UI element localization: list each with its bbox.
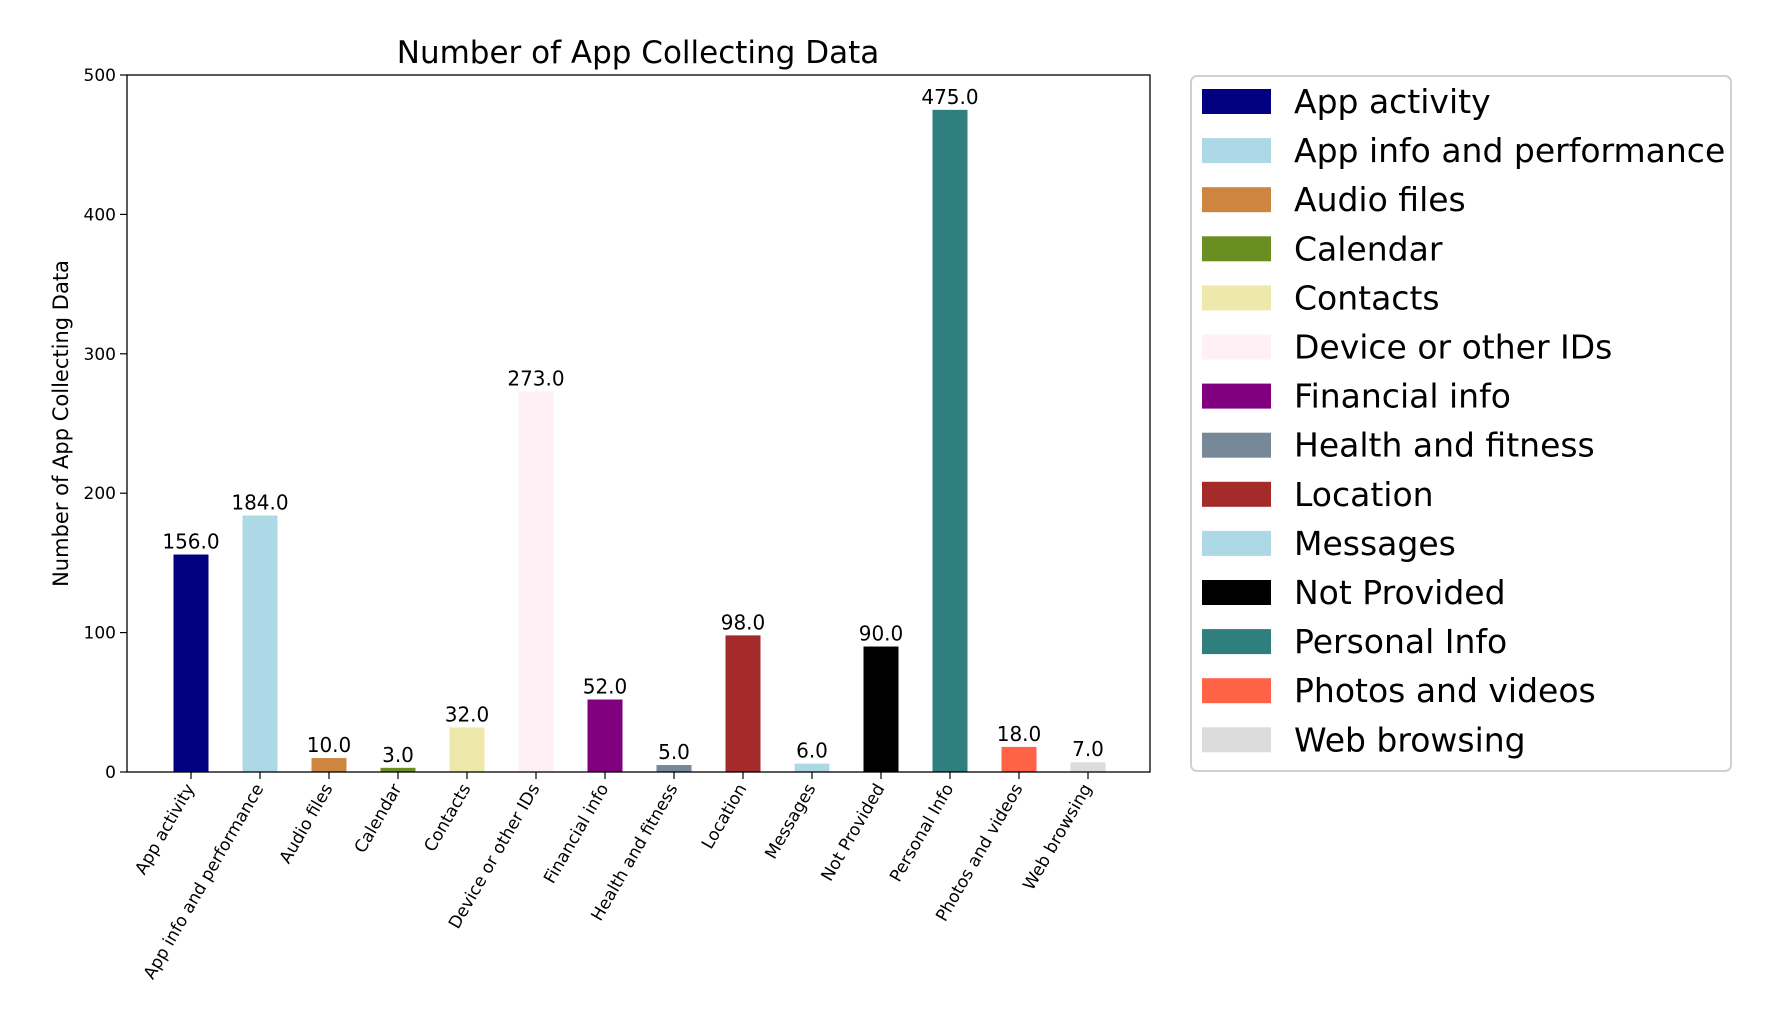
legend: App activity App info and performance Audi… (1190, 75, 1732, 772)
x-tick-label-0: App activity (131, 781, 199, 879)
legend-swatch-2 (1202, 187, 1271, 213)
legend-label-10: Not Provided (1294, 573, 1506, 612)
legend-swatch-9 (1202, 530, 1271, 556)
bar-10 (863, 646, 899, 772)
legend-swatch-10 (1202, 580, 1271, 605)
legend-label-6: Financial info (1294, 377, 1511, 416)
legend-swatch-3 (1202, 236, 1271, 262)
legend-label-1: App info and performance (1294, 131, 1725, 170)
legend-label-4: Contacts (1294, 278, 1440, 317)
data-label-10: 90.0 (859, 622, 904, 646)
bar-6 (587, 699, 623, 772)
data-label-9: 6.0 (796, 739, 828, 763)
y-tick-label-0: 0 (105, 763, 116, 783)
x-tick-label-1: App info and performance (140, 781, 268, 983)
chart-title: Number of App Collecting Data (397, 35, 879, 71)
y-tick-label-2: 200 (84, 484, 116, 504)
data-label-5: 273.0 (507, 366, 564, 390)
legend-swatch-6 (1202, 383, 1271, 409)
y-tick-label-5: 500 (84, 66, 116, 86)
x-tick-label-11: Personal Info (886, 781, 958, 886)
x-tick-label-4: Contacts (421, 780, 476, 855)
x-tick-label-3: Calendar (351, 781, 407, 857)
bar-3 (380, 767, 416, 772)
y-tick-label-4: 400 (84, 205, 116, 225)
y-tick-label-1: 100 (84, 624, 116, 644)
legend-label-3: Calendar (1294, 229, 1443, 268)
data-label-1: 184.0 (231, 491, 288, 515)
data-label-7: 5.0 (658, 740, 690, 764)
x-tick-label-6: Financial info (540, 781, 613, 888)
legend-swatch-1 (1202, 138, 1271, 164)
data-label-12: 18.0 (997, 722, 1042, 746)
y-axis-label: Number of App Collecting Data (49, 260, 73, 587)
bar-2 (311, 758, 347, 772)
legend-swatch-4 (1202, 285, 1271, 311)
x-tick-label-9: Messages (761, 780, 820, 862)
bar-13 (1070, 762, 1106, 772)
legend-label-9: Messages (1294, 524, 1456, 563)
legend-swatch-11 (1202, 629, 1271, 655)
data-label-6: 52.0 (583, 675, 628, 699)
bar-4 (449, 727, 485, 772)
bar-7 (656, 765, 692, 772)
axes-frame (126, 74, 1151, 773)
legend-label-5: Device or other IDs (1294, 328, 1612, 367)
data-label-11: 475.0 (921, 85, 978, 109)
data-label-2: 10.0 (307, 733, 352, 757)
legend-label-7: Health and fitness (1294, 426, 1595, 465)
legend-label-8: Location (1294, 475, 1434, 514)
legend-label-12: Photos and videos (1294, 671, 1596, 710)
bar-0 (173, 554, 209, 772)
data-label-8: 98.0 (721, 610, 766, 634)
bar-12 (1001, 746, 1037, 772)
data-label-3: 3.0 (382, 743, 414, 767)
legend-label-11: Personal Info (1294, 622, 1507, 661)
legend-swatch-13 (1202, 727, 1271, 753)
data-label-4: 32.0 (445, 702, 490, 726)
legend-label-0: App activity (1294, 82, 1491, 121)
y-tick-label-3: 300 (84, 345, 116, 365)
bar-9 (794, 763, 830, 772)
data-label-13: 7.0 (1072, 737, 1104, 761)
legend-label-13: Web browsing (1294, 720, 1526, 759)
bar-1 (242, 515, 278, 772)
x-tick-label-10: Not Provided (818, 781, 890, 885)
legend-label-2: Audio files (1294, 180, 1466, 219)
bar-11 (932, 109, 968, 773)
bar-8 (725, 635, 761, 772)
bar-5 (518, 391, 554, 772)
x-tick-label-13: Web browsing (1019, 781, 1096, 894)
legend-swatch-7 (1202, 432, 1271, 458)
x-tick-label-2: Audio files (276, 780, 338, 867)
legend-swatch-5 (1202, 334, 1271, 360)
data-label-0: 156.0 (162, 530, 219, 554)
plot-area: 156.0 184.0 10.0 3.0 32.0 273.0 52.0 5.0 98.0 6.0… (84, 66, 1151, 983)
legend-swatch-8 (1202, 481, 1271, 507)
legend-swatch-0 (1202, 89, 1271, 114)
legend-swatch-12 (1202, 678, 1271, 704)
legend-box (1190, 75, 1732, 772)
x-tick-label-8: Location (698, 781, 751, 853)
